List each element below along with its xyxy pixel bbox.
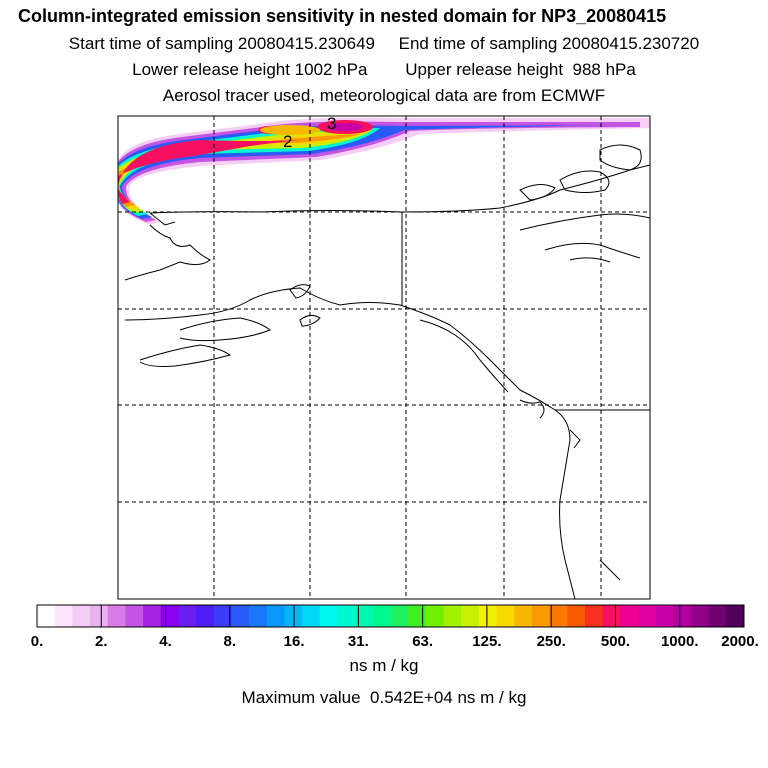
- colorbar-unit: ns m / kg: [349, 656, 419, 675]
- graticule: [118, 116, 650, 599]
- colorbar-swatch: [302, 605, 321, 627]
- colorbar-swatch: [673, 605, 692, 627]
- colorbar-swatch: [37, 605, 56, 627]
- colorbar-swatch: [266, 605, 285, 627]
- colorbar-swatch: [319, 605, 338, 627]
- colorbar-swatch: [620, 605, 639, 627]
- colorbar-frame: [36, 604, 745, 628]
- colorbar-tick-label: 2000.: [721, 633, 759, 650]
- colorbar-tick-label: 2.: [95, 633, 108, 650]
- colorbar-swatch: [160, 605, 179, 627]
- colorbar-swatch: [231, 605, 250, 627]
- colorbar-swatch: [390, 605, 409, 627]
- emission-plume: [118, 117, 650, 225]
- colorbar-swatch: [443, 605, 462, 627]
- colorbar-swatch: [726, 605, 745, 627]
- colorbar-swatch: [355, 605, 374, 627]
- colorbar-swatch: [496, 605, 515, 627]
- colorbar-swatch: [107, 605, 126, 627]
- plume-label-2: 2: [283, 132, 292, 151]
- colorbar-swatch: [372, 605, 391, 627]
- colorbar-swatch: [602, 605, 621, 627]
- chart-title: Column-integrated emission sensitivity i…: [18, 6, 667, 26]
- colorbar-swatch: [90, 605, 109, 627]
- colorbar-swatch: [284, 605, 303, 627]
- colorbar-swatch: [337, 605, 356, 627]
- colorbar-swatch: [708, 605, 727, 627]
- colorbar-tick-label: 31.: [347, 633, 369, 650]
- colorbar-tick-label: 16.: [283, 633, 305, 650]
- colorbar-swatch: [690, 605, 710, 627]
- colorbar-swatch: [584, 605, 604, 627]
- colorbar-tick-label: 0.: [30, 633, 44, 650]
- colorbar-tick-label: 63.: [412, 633, 434, 650]
- colorbar-tick-label: 125.: [472, 633, 502, 650]
- colorbar-swatch: [143, 605, 162, 627]
- colorbar-swatch: [567, 605, 586, 627]
- colorbar-swatch: [425, 605, 445, 627]
- colorbar-swatch: [655, 605, 674, 627]
- colorbar-tick-label: 500.: [600, 633, 631, 650]
- colorbar-swatch: [478, 605, 498, 627]
- plume-label-3: 3: [327, 114, 336, 133]
- colorbar-tick-label: 8.: [223, 633, 237, 650]
- colorbar-swatch: [125, 605, 144, 627]
- max-value-text: Maximum value 0.542E+04 ns m / kg: [241, 688, 527, 707]
- colorbar-swatch: [637, 605, 657, 627]
- colorbar-swatch: [72, 605, 91, 627]
- release-height-line: Lower release height 1002 hPa Upper rele…: [132, 60, 636, 79]
- colorbar-tick-label: 1000.: [660, 633, 699, 650]
- colorbar-swatch: [249, 605, 268, 627]
- colorbar-swatch: [196, 605, 215, 627]
- colorbar-swatch: [213, 605, 232, 627]
- colorbar-tick-label: 250.: [536, 633, 566, 650]
- colorbar-swatch: [54, 605, 73, 627]
- colorbar-swatch: [461, 605, 480, 627]
- colorbar-swatch: [178, 605, 197, 627]
- tracer-info-line: Aerosol tracer used, meteorological data…: [162, 86, 606, 105]
- colorbar-swatch: [549, 605, 568, 627]
- colorbar-swatch: [408, 605, 427, 627]
- colorbar-swatch: [531, 605, 551, 627]
- colorbar-tick-label: 4.: [159, 633, 172, 650]
- colorbar-swatch: [514, 605, 533, 627]
- sampling-time-line: Start time of sampling 20080415.230649 E…: [68, 34, 700, 53]
- map-frame: [117, 115, 651, 600]
